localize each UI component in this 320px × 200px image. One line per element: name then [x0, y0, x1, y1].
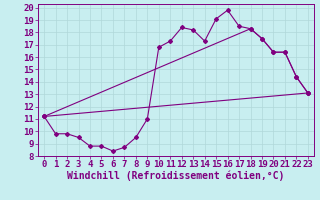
X-axis label: Windchill (Refroidissement éolien,°C): Windchill (Refroidissement éolien,°C): [67, 171, 285, 181]
